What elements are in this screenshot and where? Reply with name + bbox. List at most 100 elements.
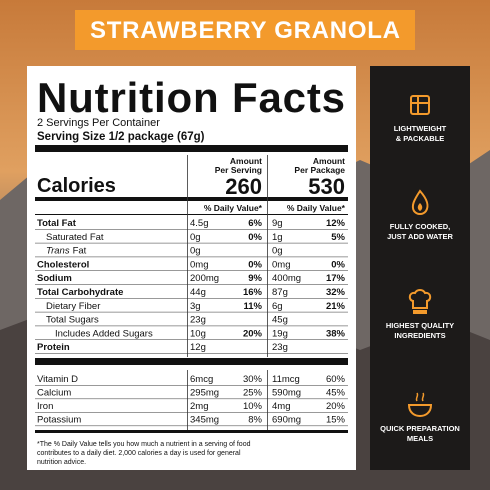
column-header: Per Package <box>294 165 345 175</box>
servings: 2 Servings Per Container <box>37 117 160 129</box>
column-header: Per Serving <box>215 165 262 175</box>
nutrient-name: Saturated Fat <box>46 232 104 243</box>
cell: 345mg <box>190 415 219 426</box>
feature-text: HIGHEST QUALITY <box>386 321 454 330</box>
cell: 0mg <box>190 259 208 270</box>
icon-shape <box>415 392 425 402</box>
row-rule <box>35 256 348 258</box>
cell: 200mg <box>190 273 219 284</box>
cell: 45g <box>272 315 288 326</box>
column-header: Amount <box>230 156 262 166</box>
row-rule <box>35 229 348 230</box>
nutrient-name: Dietary Fiber <box>46 301 100 312</box>
nutrient-name: Trans Fat <box>46 246 87 257</box>
footnote: contributes to a daily diet. 2,000 calor… <box>37 450 241 457</box>
vitamin-name: Vitamin D <box>37 374 78 385</box>
nutrient-name: Protein <box>37 342 70 353</box>
vitamin-name: Calcium <box>37 388 71 399</box>
cell: 20% <box>243 328 263 339</box>
icon-shape <box>411 96 429 114</box>
row-rule <box>35 284 348 285</box>
label-heading: Nutrition Facts <box>37 74 345 121</box>
icon-shape <box>410 95 430 115</box>
cell: 19g <box>272 328 288 339</box>
cell: 30% <box>243 374 263 385</box>
row-rule <box>35 412 348 413</box>
cell: 10g <box>190 328 206 339</box>
cell: 12% <box>326 218 346 229</box>
icon-shape <box>411 189 429 215</box>
cell: 0% <box>248 232 262 243</box>
cell: 0g <box>190 246 201 257</box>
cell: 23g <box>190 315 206 326</box>
nutrient-name: Total Sugars <box>46 315 99 326</box>
rule <box>35 214 348 215</box>
feature-icon <box>410 95 430 115</box>
row-rule <box>35 339 348 340</box>
row-rule <box>35 385 348 386</box>
cell: 9g <box>272 218 283 229</box>
nutrient-name: Total Carbohydrate <box>37 287 123 298</box>
nutrient-name: Total Fat <box>37 218 77 229</box>
cell: 60% <box>326 374 346 385</box>
row-rule <box>35 298 348 299</box>
cell: 3g <box>190 301 201 312</box>
cell: 5% <box>331 232 345 243</box>
feature-icon <box>408 289 432 314</box>
feature-text: FULLY COOKED, <box>390 222 450 231</box>
column-header: Amount <box>313 156 345 166</box>
row-rule <box>35 425 348 427</box>
calories-label: Calories <box>37 175 116 197</box>
nutrient-name-italic: Trans <box>46 246 70 257</box>
cell: 0% <box>331 259 345 270</box>
cell: 295mg <box>190 388 219 399</box>
row-rule <box>35 325 348 327</box>
feature-text: LIGHTWEIGHT <box>394 124 447 133</box>
cell: 4.5g <box>190 218 209 229</box>
cell: 23g <box>272 342 288 353</box>
icon-shape <box>408 289 432 309</box>
cell: 1g <box>272 232 283 243</box>
rule <box>35 358 348 365</box>
calories-value: 530 <box>308 174 345 199</box>
nutrient-name-rest: Fat <box>73 246 87 257</box>
cell: 6mcg <box>190 374 213 385</box>
feature-panel <box>370 66 470 470</box>
cell: 6% <box>248 218 262 229</box>
row-rule <box>35 353 348 354</box>
cell: 12g <box>190 342 206 353</box>
cell: 4mg <box>272 401 290 412</box>
cell: 8% <box>248 415 262 426</box>
column-rule <box>187 370 188 430</box>
cell: 400mg <box>272 273 301 284</box>
vitamin-name: Potassium <box>37 415 81 426</box>
cell: 0g <box>190 232 201 243</box>
cell: 11% <box>244 301 263 312</box>
nutrient-name: Includes Added Sugars <box>55 328 153 339</box>
cell: 21% <box>326 301 346 312</box>
column-rule <box>187 155 188 357</box>
cell: 20% <box>326 401 346 412</box>
cell: 15% <box>326 415 346 426</box>
rule <box>35 145 348 152</box>
cell: 9% <box>248 273 262 284</box>
cell: 590mg <box>272 388 301 399</box>
feature-text: MEALS <box>407 434 433 443</box>
cell: 25% <box>243 388 263 399</box>
cell: 690mg <box>272 415 301 426</box>
rule <box>35 430 348 433</box>
features: LIGHTWEIGHT& PACKABLE FULLY COOKED,JUST A… <box>380 95 460 443</box>
cell: 0% <box>248 259 262 270</box>
feature-text: JUST ADD WATER <box>387 232 453 241</box>
row-rule <box>35 242 348 244</box>
feature-text: QUICK PREPARATION <box>380 424 460 433</box>
feature-icon <box>407 392 433 418</box>
icon-shape <box>413 310 427 314</box>
cell: 87g <box>272 287 288 298</box>
column-rule <box>267 155 268 357</box>
feature-text: INGREDIENTS <box>394 331 445 340</box>
vitamin-name: Iron <box>37 401 53 412</box>
cell: 6g <box>272 301 283 312</box>
